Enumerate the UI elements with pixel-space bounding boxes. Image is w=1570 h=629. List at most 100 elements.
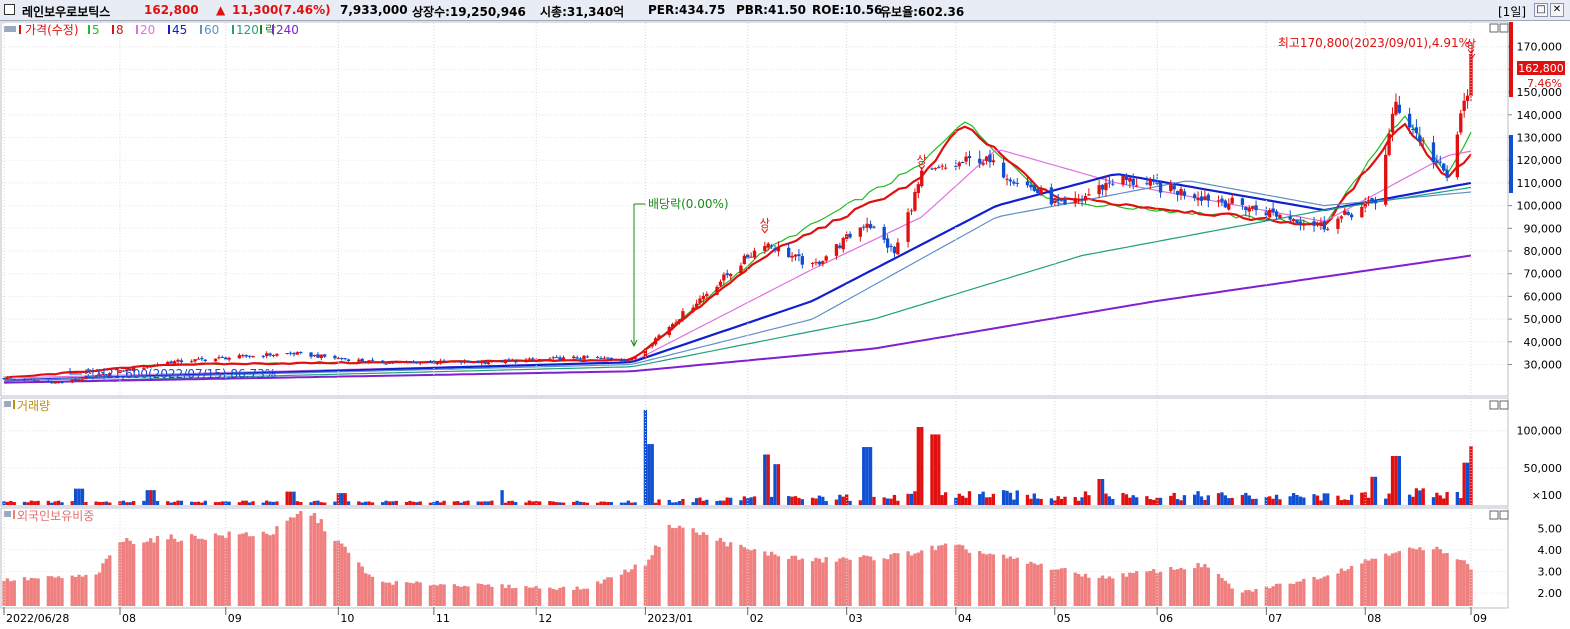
volume-bar [933, 434, 938, 505]
foreign-ownership-bar [1445, 552, 1449, 606]
foreign-ownership-bar [537, 588, 542, 606]
volume-bar [817, 495, 822, 505]
volume-bar [459, 502, 463, 505]
candle-body [892, 246, 897, 254]
candle-body [268, 353, 272, 356]
volume-bar [391, 501, 395, 505]
foreign-ownership-bar [172, 538, 177, 606]
volume-bar [769, 496, 774, 505]
candle-body [787, 247, 791, 258]
ma-line-240 [3, 254, 1472, 384]
volume-bar [346, 501, 351, 505]
volume-bar [677, 500, 682, 505]
volume-bar [718, 500, 723, 505]
volume-bar [1370, 476, 1374, 505]
candle-body [1073, 198, 1077, 204]
current-level-bar [1509, 22, 1513, 97]
candle-body [1435, 160, 1439, 163]
foreign-ownership-bar [1077, 574, 1081, 606]
candle-body [333, 355, 337, 359]
volume-bar [439, 502, 443, 505]
pane-close-icon[interactable] [1499, 23, 1509, 33]
candle-body [346, 359, 351, 362]
foreign-ownership-bar [1080, 576, 1084, 606]
volume-bar [1152, 499, 1156, 505]
maximize-button[interactable]: □ [1534, 3, 1548, 17]
volume-bar [1053, 500, 1057, 505]
volume-bar [193, 501, 197, 505]
candle-body [930, 168, 934, 170]
volume-bar [537, 501, 542, 505]
volume-bar [1199, 496, 1204, 505]
foreign-ownership-bar [943, 543, 948, 606]
pane-handle-icon[interactable] [4, 26, 16, 32]
candle-body [1240, 198, 1245, 205]
select-checkbox[interactable] [4, 4, 15, 15]
volume-bar [1029, 498, 1033, 505]
volume-bar [288, 491, 293, 505]
volume-bar [1230, 497, 1234, 505]
volume-bar [1455, 491, 1460, 505]
legend-ma-swatch [200, 25, 202, 34]
foreign-ownership-bar [677, 525, 682, 606]
chart-canvas[interactable]: 30,000 40,000 50,000 60,000 70,000 80,000 90,0… [0, 21, 1570, 629]
volume-bar [1349, 494, 1354, 505]
foreign-ownership-bar [1172, 569, 1176, 606]
candle-body [551, 357, 555, 359]
volume-bar [510, 500, 514, 505]
foreign-ownership-bar [193, 535, 197, 606]
price-y-tick-label: 60,000 [1524, 290, 1563, 303]
candle-body [462, 361, 467, 363]
volume-bar [363, 501, 368, 505]
limit-up-arrow-icon [918, 164, 926, 171]
pane-handle-icon[interactable] [4, 511, 11, 517]
candle-body [312, 354, 317, 357]
foreign-ownership-bar [1315, 579, 1320, 606]
candle-body [1336, 218, 1340, 229]
foreign-ownership-bar [435, 585, 439, 606]
date-tick-label: 02 [750, 612, 764, 625]
volume-bar [483, 501, 487, 505]
pane-maximize-icon[interactable] [1489, 510, 1499, 520]
candle-body [705, 293, 709, 297]
foreign-ownership-bar [1288, 583, 1292, 606]
volume-bar [1083, 491, 1088, 505]
candle-body [991, 160, 996, 163]
pane-maximize-icon[interactable] [1489, 23, 1499, 33]
foreign-ownership-bar [265, 533, 269, 606]
candle-body [623, 360, 627, 362]
volume-bar [674, 502, 678, 505]
candle-body [653, 338, 658, 345]
foreign-ownership-bar [357, 562, 361, 606]
candle-body [746, 254, 750, 259]
candle-body [643, 348, 648, 357]
pane-controls-price[interactable] [1489, 23, 1509, 33]
volume-bar [845, 494, 849, 505]
volume-bar [984, 497, 989, 505]
candle-body [319, 354, 323, 358]
candle-body [769, 245, 774, 247]
candle-body [1100, 184, 1105, 190]
foreign-ownership-bar [196, 538, 201, 606]
foreign-ownership-bar [531, 587, 535, 606]
candle-body [1182, 191, 1187, 196]
candle-body [196, 358, 201, 360]
pane-handle-icon[interactable] [4, 401, 11, 407]
close-button[interactable]: ✕ [1550, 3, 1564, 17]
candle-body [739, 265, 743, 274]
candle-body [954, 166, 958, 168]
volume-bar [1339, 500, 1344, 505]
period-label[interactable]: [1일] [1498, 5, 1527, 19]
volume-bar [1360, 492, 1364, 505]
candle-body [97, 374, 102, 376]
candle-body [1216, 200, 1221, 202]
pane-close-icon[interactable] [1499, 400, 1509, 410]
pane-close-icon[interactable] [1499, 510, 1509, 520]
candle-body [776, 246, 781, 252]
pane-maximize-icon[interactable] [1489, 400, 1499, 410]
volume-bar [1278, 499, 1282, 505]
volume-bar [1274, 494, 1279, 505]
foreign-ownership-bar [1059, 568, 1064, 606]
foreign-ownership-bar [1302, 578, 1306, 606]
volume-bar [1418, 490, 1422, 505]
